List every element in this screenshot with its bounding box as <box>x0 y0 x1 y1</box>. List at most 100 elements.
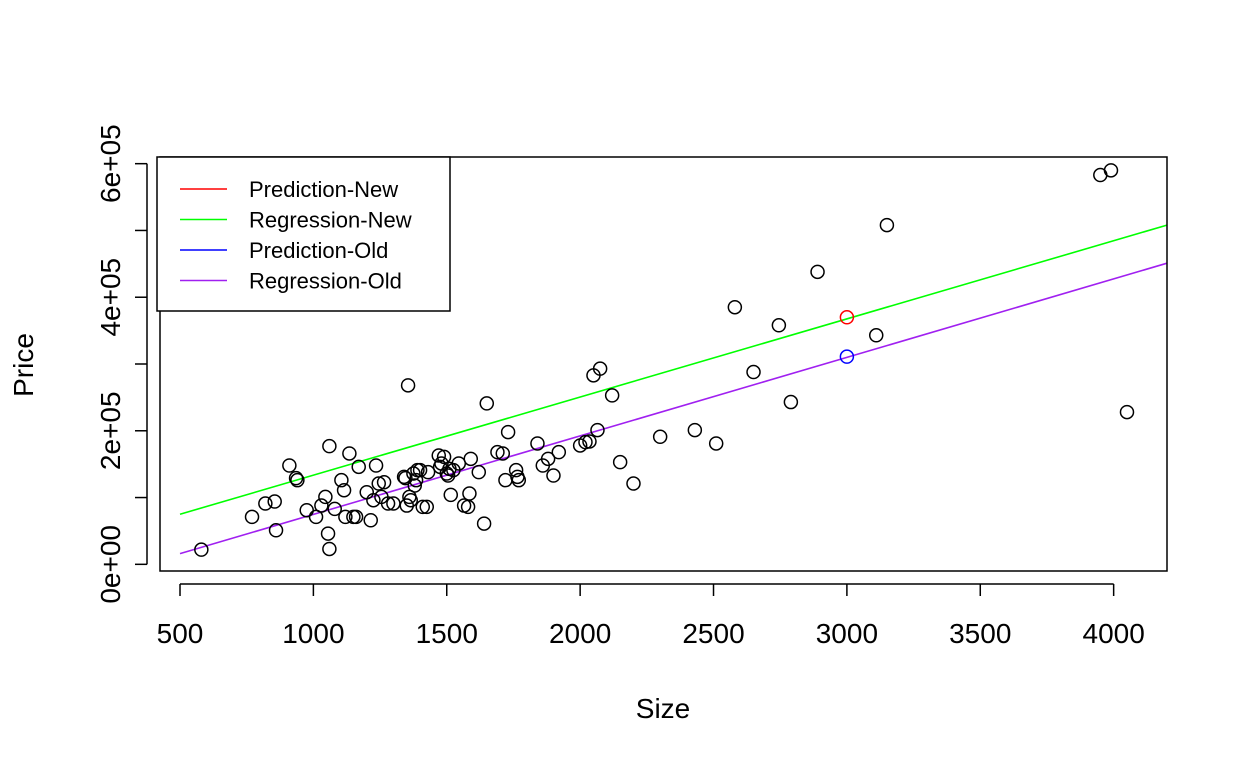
data-point <box>746 364 761 380</box>
data-point <box>299 502 314 518</box>
data-point <box>398 470 413 486</box>
data-point <box>431 448 447 463</box>
x-axis: 500 1000 1500 2000 2500 3000 3500 4000 <box>157 583 1145 649</box>
data-point <box>351 459 366 475</box>
data-point <box>879 217 895 233</box>
data-point <box>334 472 349 488</box>
data-point <box>322 541 337 557</box>
data-point <box>476 516 492 531</box>
data-point <box>342 446 357 461</box>
prediction-old-point <box>839 349 855 364</box>
data-point <box>406 466 421 481</box>
data-point <box>771 318 787 333</box>
legend-label: Regression-Old <box>249 269 402 294</box>
data-point <box>407 478 423 493</box>
data-point <box>348 509 364 525</box>
data-point <box>436 449 452 465</box>
data-point <box>288 470 304 486</box>
data-point <box>359 484 374 500</box>
data-point <box>462 486 477 501</box>
y-tick-label: 4e+05 <box>95 258 126 337</box>
data-point <box>582 434 597 449</box>
data-point <box>440 468 456 483</box>
data-point <box>530 436 545 451</box>
data-point <box>590 422 605 438</box>
data-point <box>322 438 337 454</box>
data-point <box>604 388 620 403</box>
data-point <box>708 436 724 451</box>
plot-frame <box>159 156 1168 572</box>
data-point <box>376 474 392 490</box>
data-point <box>290 472 305 488</box>
data-point <box>463 451 479 467</box>
data-point <box>471 464 487 480</box>
data-point <box>366 492 381 508</box>
y-tick-label: 0e+00 <box>95 525 126 604</box>
y-axis-label: Price <box>8 333 39 397</box>
data-point <box>443 487 459 503</box>
data-point <box>490 444 505 460</box>
data-point <box>363 513 378 528</box>
x-axis-label: Size <box>636 693 690 724</box>
data-point <box>282 458 297 473</box>
data-points <box>194 163 1135 557</box>
legend-label: Regression-New <box>249 208 412 233</box>
data-point <box>546 468 561 483</box>
data-point <box>500 424 516 440</box>
data-point <box>652 429 668 445</box>
x-tick-label: 2000 <box>549 618 611 649</box>
y-tick-label: 6e+05 <box>95 124 126 203</box>
data-point <box>626 476 641 491</box>
x-tick-label: 4000 <box>1083 618 1145 649</box>
data-point <box>403 492 418 508</box>
data-point <box>783 394 799 410</box>
data-point <box>420 464 436 480</box>
y-axis: 0e+00 2e+05 4e+05 6e+05 <box>95 124 148 604</box>
data-point <box>419 499 435 515</box>
data-point <box>320 526 336 541</box>
data-point <box>495 446 511 461</box>
y-tick-label: 2e+05 <box>95 391 126 470</box>
data-point <box>244 509 260 525</box>
data-point <box>868 328 884 343</box>
legend-label: Prediction-New <box>249 177 398 202</box>
data-point <box>408 472 424 488</box>
data-point <box>258 496 273 511</box>
x-tick-label: 500 <box>157 618 204 649</box>
data-point <box>727 299 743 315</box>
data-point <box>368 458 384 473</box>
regression-new-line <box>179 224 1168 516</box>
data-point <box>1119 404 1135 420</box>
x-tick-label: 1000 <box>282 618 344 649</box>
data-point <box>810 264 825 280</box>
data-point <box>412 462 428 478</box>
data-point <box>327 501 342 517</box>
x-tick-label: 1500 <box>416 618 478 649</box>
regression-lines <box>179 224 1168 555</box>
data-point <box>267 494 282 509</box>
data-point <box>371 476 386 491</box>
data-point <box>612 454 628 470</box>
x-tick-label: 3500 <box>949 618 1011 649</box>
data-point <box>1103 163 1119 178</box>
regression-old-line <box>179 262 1168 555</box>
data-point <box>687 422 703 438</box>
x-tick-label: 2500 <box>682 618 744 649</box>
data-point <box>540 451 556 467</box>
data-point <box>415 499 431 515</box>
data-point <box>194 542 209 557</box>
legend-box <box>156 156 451 312</box>
data-point <box>338 509 353 525</box>
data-point <box>336 482 352 498</box>
data-point <box>479 396 495 411</box>
prediction-points <box>839 310 855 364</box>
data-point <box>400 378 416 393</box>
data-point <box>511 472 527 488</box>
x-tick-label: 3000 <box>816 618 878 649</box>
data-point <box>268 523 284 538</box>
data-point <box>318 489 333 505</box>
legend: Prediction-New Regression-New Prediction-O… <box>156 156 451 312</box>
data-point <box>592 361 608 376</box>
